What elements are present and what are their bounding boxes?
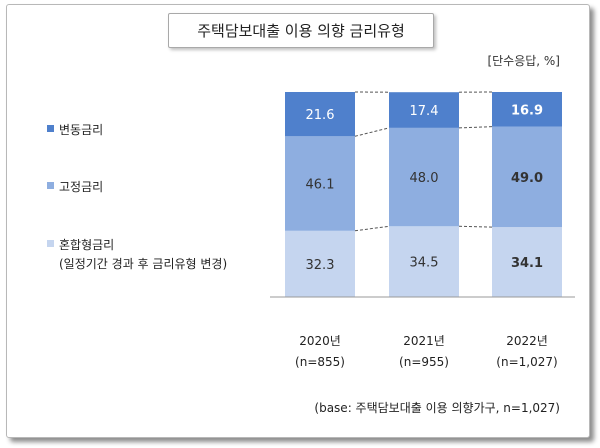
unit-note: [단수응답, %] xyxy=(487,54,560,68)
legend-label-variable: 변동금리 xyxy=(59,123,104,137)
x-tick-label: 2020년 xyxy=(299,334,341,348)
legend-swatch-fixed xyxy=(47,182,54,189)
legend-label-hybrid: 혼합형금리 xyxy=(59,238,115,252)
x-tick-sublabel: (n=955) xyxy=(399,355,449,369)
bar-segment xyxy=(389,92,459,128)
legend-swatch-hybrid xyxy=(47,240,54,247)
connector-line xyxy=(354,127,390,137)
value-label: 49.0 xyxy=(511,171,543,186)
x-tick-sublabel: (n=855) xyxy=(295,355,345,369)
bar-segment xyxy=(492,126,562,228)
connector-line xyxy=(458,126,493,129)
bar-segment xyxy=(389,127,459,227)
legend-item-variable: 변동금리 xyxy=(47,121,103,140)
connector-line xyxy=(354,225,390,232)
bar-segment xyxy=(285,136,355,231)
value-label: 32.3 xyxy=(306,258,335,273)
value-label: 16.9 xyxy=(511,103,543,118)
bar-segment xyxy=(389,226,459,297)
base-note: (base: 주택담보대출 이용 의향가구, n=1,027) xyxy=(314,401,560,415)
chart-title: 주택담보대출 이용 의향 금리유형 xyxy=(168,13,434,48)
value-label: 48.0 xyxy=(410,171,439,186)
value-label: 34.5 xyxy=(410,256,439,271)
bar-segment xyxy=(285,230,355,297)
value-label: 17.4 xyxy=(410,104,439,119)
legend-item-fixed: 고정금리 xyxy=(47,178,103,197)
legend-swatch-variable xyxy=(47,125,54,132)
connector-line xyxy=(458,225,493,228)
x-tick-label: 2022년 xyxy=(506,334,548,348)
x-tick-label: 2021년 xyxy=(403,334,445,348)
value-label: 46.1 xyxy=(306,178,335,193)
x-tick-sublabel: (n=1,027) xyxy=(496,355,557,369)
legend-item-hybrid: 혼합형금리 (일정기간 경과 후 금리유형 변경) xyxy=(47,236,227,274)
legend-label-fixed: 고정금리 xyxy=(59,180,104,194)
bar-segment xyxy=(492,92,562,127)
value-label: 21.6 xyxy=(306,108,335,123)
bar-segment xyxy=(285,92,355,137)
value-label: 34.1 xyxy=(511,256,543,271)
bar-segment xyxy=(492,227,562,297)
legend-label-hybrid-note: (일정기간 경과 후 금리유형 변경) xyxy=(59,257,228,271)
